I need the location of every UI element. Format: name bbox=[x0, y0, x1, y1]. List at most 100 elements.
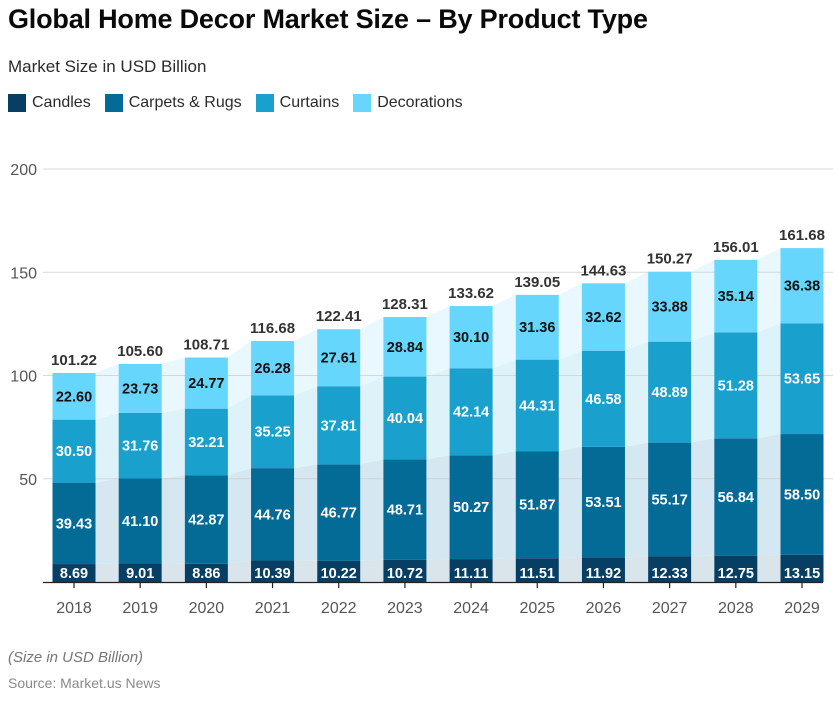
total-label: 122.41 bbox=[316, 308, 362, 325]
bar-segment-carpets-rugs bbox=[383, 459, 427, 560]
x-axis: 2018 2019 2020 2021 2022 2023 2024 2025 2026 2027… bbox=[43, 581, 823, 617]
connector-decorations bbox=[227, 341, 252, 409]
bar-segment-curtains bbox=[184, 408, 228, 476]
connector-carpets-rugs bbox=[95, 478, 119, 565]
bar-segment-candles bbox=[317, 560, 361, 582]
value-label-decorations: 22.60 bbox=[56, 389, 92, 405]
bar-segment-curtains bbox=[52, 419, 96, 483]
value-label-decorations: 35.14 bbox=[718, 289, 754, 305]
value-label-carpets-rugs: 56.84 bbox=[718, 490, 754, 506]
bars bbox=[52, 248, 824, 582]
bar-stack-2023 bbox=[383, 317, 427, 582]
bar-segment-candles bbox=[515, 558, 559, 582]
value-label-decorations: 31.36 bbox=[519, 320, 555, 336]
legend-swatch-carpets-rugs bbox=[104, 94, 123, 112]
bar-segment-carpets-rugs bbox=[714, 438, 758, 556]
connector-candles bbox=[426, 559, 450, 582]
value-label-carpets-rugs: 39.43 bbox=[56, 516, 92, 532]
connector-curtains bbox=[95, 412, 119, 483]
bar-segment-decorations bbox=[251, 341, 295, 396]
value-label-candles: 10.72 bbox=[387, 566, 423, 582]
value-label-decorations: 33.88 bbox=[651, 300, 687, 316]
bar-segment-curtains bbox=[317, 386, 361, 465]
value-label-decorations: 36.38 bbox=[784, 279, 820, 295]
bar-stack-2021 bbox=[251, 341, 295, 582]
connector-decorations bbox=[161, 357, 185, 413]
bar-segment-candles bbox=[52, 564, 96, 582]
gridlines: 50 100 150 200 bbox=[10, 162, 833, 489]
total-label: 156.01 bbox=[713, 239, 759, 256]
y-tick-label: 50 bbox=[19, 472, 37, 489]
bar-segment-decorations bbox=[383, 317, 427, 377]
legend-swatch-decorations bbox=[353, 94, 372, 112]
connector-carpets-rugs bbox=[624, 442, 649, 558]
value-label-decorations: 26.28 bbox=[254, 361, 290, 377]
value-label-candles: 8.69 bbox=[60, 566, 88, 582]
connector-candles bbox=[558, 557, 582, 582]
value-label-curtains: 51.28 bbox=[718, 378, 754, 394]
connector-decorations bbox=[492, 294, 516, 369]
value-label-curtains: 40.04 bbox=[387, 411, 423, 427]
x-tick-label: 2020 bbox=[189, 600, 225, 617]
legend-item-carpets-rugs[interactable]: Carpets & Rugs bbox=[104, 94, 242, 112]
bar-segment-carpets-rugs bbox=[118, 478, 162, 564]
legend-label: Carpets & Rugs bbox=[128, 94, 242, 111]
legend-item-curtains[interactable]: Curtains bbox=[255, 94, 340, 112]
value-label-curtains: 53.65 bbox=[784, 372, 820, 388]
total-label: 139.05 bbox=[514, 274, 560, 291]
bar-segment-decorations bbox=[515, 294, 559, 360]
legend-item-candles[interactable]: Candles bbox=[8, 94, 91, 112]
value-label-candles: 13.15 bbox=[784, 566, 820, 582]
bar-stack-2020 bbox=[184, 357, 228, 582]
x-tick-label: 2029 bbox=[784, 600, 820, 617]
connector-curtains bbox=[691, 332, 715, 443]
value-label-curtains: 46.58 bbox=[585, 392, 621, 408]
value-label-curtains: 30.50 bbox=[56, 444, 92, 460]
value-label-decorations: 23.73 bbox=[122, 381, 158, 397]
legend-label: Decorations bbox=[377, 94, 463, 111]
bar-segment-curtains bbox=[449, 368, 493, 456]
bar-segment-carpets-rugs bbox=[251, 468, 295, 561]
legend-label: Curtains bbox=[279, 94, 340, 111]
bar-segment-carpets-rugs bbox=[184, 475, 228, 564]
total-label: 133.62 bbox=[448, 285, 494, 302]
bar-stack-2028 bbox=[714, 259, 758, 582]
bar-segment-curtains bbox=[118, 412, 162, 479]
value-label-carpets-rugs: 50.27 bbox=[453, 500, 489, 516]
bar-segment-carpets-rugs bbox=[317, 464, 361, 561]
bar-segment-curtains bbox=[581, 350, 625, 447]
connector-curtains bbox=[757, 323, 781, 439]
connector-decorations bbox=[95, 363, 119, 420]
y-tick-label: 150 bbox=[10, 265, 37, 282]
connector-candles bbox=[624, 556, 649, 582]
value-label-decorations: 30.10 bbox=[453, 330, 489, 346]
value-label-candles: 8.86 bbox=[192, 566, 220, 582]
connector-carpets-rugs bbox=[294, 464, 318, 561]
value-label-curtains: 35.25 bbox=[254, 425, 290, 441]
bar-segment-candles bbox=[648, 556, 692, 582]
value-label-decorations: 27.61 bbox=[321, 351, 357, 367]
value-label-carpets-rugs: 44.76 bbox=[254, 507, 290, 523]
value-label-carpets-rugs: 51.87 bbox=[519, 498, 555, 514]
y-tick-label: 100 bbox=[10, 369, 37, 386]
x-tick-label: 2023 bbox=[387, 600, 423, 617]
value-label-carpets-rugs: 46.77 bbox=[321, 506, 357, 522]
value-label-decorations: 32.62 bbox=[585, 310, 621, 326]
bar-segment-decorations bbox=[714, 259, 758, 333]
bar-stack-2024 bbox=[449, 306, 493, 582]
bar-segment-carpets-rugs bbox=[581, 446, 625, 558]
y-tick-label: 200 bbox=[10, 162, 37, 179]
value-label-curtains: 37.81 bbox=[321, 418, 357, 434]
legend-item-decorations[interactable]: Decorations bbox=[353, 94, 463, 112]
value-label-carpets-rugs: 55.17 bbox=[651, 493, 687, 509]
value-label-curtains: 31.76 bbox=[122, 439, 158, 455]
bar-stack-2026 bbox=[581, 283, 625, 582]
bar-segment-carpets-rugs bbox=[780, 434, 824, 555]
data-labels: 8.69 39.43 30.50 22.60 101.22 9.01 41.10 31.76 2… bbox=[51, 227, 825, 582]
connector-curtains bbox=[426, 368, 450, 460]
connector-curtains bbox=[161, 408, 185, 479]
bar-segment-decorations bbox=[118, 363, 162, 413]
bar-segment-curtains bbox=[515, 359, 559, 452]
total-label: 116.68 bbox=[250, 320, 295, 337]
